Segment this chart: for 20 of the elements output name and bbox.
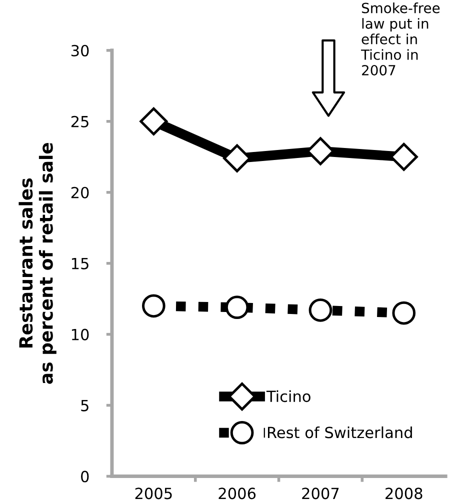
x-tick-label: 2008 — [386, 488, 422, 500]
y-tick-label: 20 — [71, 186, 89, 198]
y-tick-label: 25 — [71, 116, 88, 128]
y-axis-title: Restaurant sales as percent of retail sale — [18, 142, 56, 384]
y-tick-label: 15 — [72, 258, 88, 270]
legend-label: Ticino — [266, 390, 310, 402]
y-tick-label: 30 — [71, 44, 89, 56]
x-tick-label: 2007 — [302, 488, 339, 500]
y-tick-label: 0 — [81, 470, 89, 482]
x-tick-label: 2005 — [135, 488, 172, 500]
annotation: Smoke-free law put in effect in Ticino in 2007 — [360, 2, 440, 76]
point — [392, 301, 416, 325]
point — [225, 296, 249, 320]
point — [142, 294, 166, 318]
legend-label: Rest of Switzerland — [268, 426, 412, 438]
x-tick-label: 2006 — [218, 488, 256, 500]
y-tick-label: 10 — [72, 328, 89, 340]
point — [308, 298, 332, 322]
y-tick-label: 5 — [81, 400, 88, 412]
point — [140, 107, 168, 136]
